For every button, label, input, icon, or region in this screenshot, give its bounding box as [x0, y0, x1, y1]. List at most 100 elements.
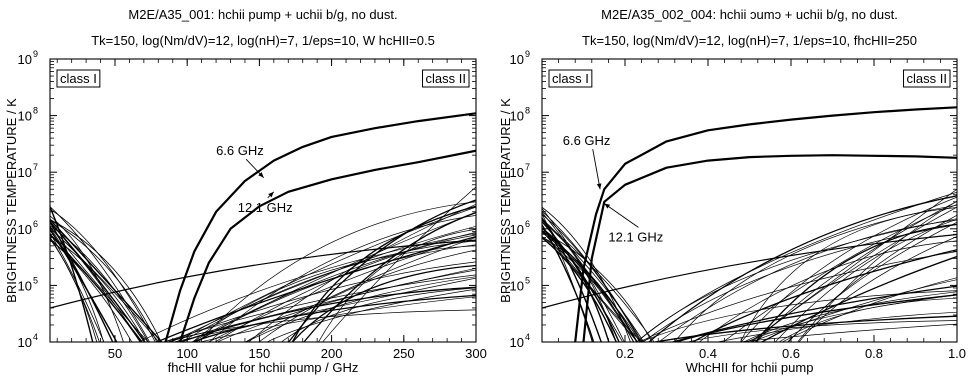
background-curve	[542, 220, 645, 342]
series-line-6-6-ghz	[164, 112, 476, 342]
background-curve	[50, 229, 118, 342]
background-curve	[50, 227, 104, 342]
background-curve	[50, 208, 156, 342]
background-curve	[245, 276, 476, 342]
class-label-right: class II	[907, 71, 947, 86]
y-tick-label: 10	[18, 278, 32, 293]
background-curve	[50, 235, 146, 342]
background-curve	[674, 294, 957, 342]
background-curve	[686, 320, 957, 342]
background-curve	[749, 188, 957, 342]
background-curve	[50, 233, 143, 342]
background-curve	[787, 214, 957, 342]
right-chart-panel: M2E/A35_002_004: hchii ɔumɔ + uchii b/g,…	[498, 7, 966, 375]
background-curve	[698, 240, 957, 342]
class-label-box	[548, 69, 593, 88]
x-tick-label: 250	[393, 346, 415, 361]
background-curve	[736, 323, 957, 342]
y-tick-exponent: 4	[525, 332, 530, 342]
background-curve	[287, 199, 476, 342]
background-curve	[754, 223, 957, 342]
background-curve	[50, 219, 158, 342]
plot-frame	[541, 58, 958, 343]
left-chart-panel: M2E/A35_001: hchii pump + uchii b/g, no …	[4, 7, 487, 375]
series-annotation-label: 12.1 GHz	[608, 229, 663, 244]
annotation-arrow	[603, 203, 639, 228]
background-curve	[322, 186, 476, 342]
y-tick-exponent: 7	[33, 162, 38, 172]
series-annotation-label: 6.6 GHz	[216, 143, 264, 158]
x-tick-label: 200	[321, 346, 343, 361]
y-tick-exponent: 4	[33, 332, 38, 342]
y-tick-exponent: 6	[33, 219, 38, 229]
y-tick-label: 10	[18, 165, 32, 180]
y-tick-exponent: 8	[33, 106, 38, 116]
series-line-12-1-ghz	[582, 154, 957, 342]
x-tick-label: 50	[108, 346, 122, 361]
chart-subtitle: Tk=150, log(Nm/dV)=12, log(nH)=7, 1/eps=…	[91, 33, 435, 48]
class-label-box	[903, 69, 951, 88]
y-tick-exponent: 9	[525, 49, 530, 59]
class-label-box	[422, 69, 470, 88]
background-curve	[50, 206, 151, 342]
background-curve	[50, 239, 141, 342]
x-axis-label: WhcHII for hchii pump	[686, 360, 814, 375]
x-tick-label: 1.0	[948, 346, 966, 361]
class-label-left: class I	[60, 71, 97, 86]
background-curve	[248, 203, 476, 342]
y-tick-label: 10	[510, 52, 524, 67]
background-curve	[178, 286, 476, 342]
background-curve	[542, 224, 595, 342]
chart-title: M2E/A35_001: hchii pump + uchii b/g, no …	[128, 7, 397, 22]
background-curve	[195, 244, 476, 342]
chart-title: M2E/A35_002_004: hchii ɔumɔ + uchii b/g,…	[601, 7, 898, 22]
annotation-arrowhead	[604, 203, 611, 209]
background-curve	[50, 238, 98, 342]
background-curve	[216, 269, 476, 342]
background-curve	[542, 219, 624, 342]
x-tick-label: 0.8	[865, 346, 883, 361]
y-tick-label: 10	[510, 335, 524, 350]
background-curve	[751, 206, 957, 342]
y-tick-label: 10	[510, 222, 524, 237]
y-axis-label: BRIGHTNESS TEMPERATURE / K	[4, 98, 19, 303]
background-curve	[167, 261, 476, 342]
background-curve	[638, 251, 957, 342]
background-curve	[636, 191, 957, 342]
background-curve	[760, 255, 957, 342]
y-axis-label: BRIGHTNESS TEMPERATURE / K	[498, 98, 513, 303]
background-curve	[190, 294, 476, 342]
class-label-box	[56, 69, 101, 88]
background-curve	[191, 231, 476, 342]
background-curve	[50, 219, 162, 342]
background-curve	[542, 236, 634, 342]
background-curve	[170, 225, 476, 342]
chart-subtitle: Tk=150, log(Nm/dV)=12, log(nH)=7, 1/eps=…	[582, 33, 917, 48]
y-tick-exponent: 8	[525, 106, 530, 116]
background-curve	[258, 249, 476, 342]
y-tick-exponent: 5	[33, 275, 38, 285]
class-label-right: class II	[426, 71, 466, 86]
background-curve	[214, 234, 476, 342]
background-curve	[542, 233, 957, 309]
background-curve	[280, 287, 476, 342]
series-line-6-6-ghz	[574, 106, 957, 342]
background-curve	[542, 218, 617, 342]
y-tick-label: 10	[18, 222, 32, 237]
x-tick-label: 300	[465, 346, 487, 361]
x-tick-label: 0.6	[782, 346, 800, 361]
y-tick-label: 10	[510, 278, 524, 293]
x-tick-label: 0.4	[699, 346, 717, 361]
background-curve	[50, 227, 160, 342]
background-curve	[778, 297, 957, 342]
annotation-arrow	[592, 149, 601, 190]
background-curve	[774, 219, 957, 342]
y-tick-exponent: 6	[525, 219, 530, 229]
background-curve	[542, 213, 593, 342]
background-curve	[50, 239, 476, 309]
background-curve	[715, 311, 957, 342]
annotation-arrowhead	[258, 172, 264, 178]
plot-frame	[49, 58, 477, 343]
y-tick-label: 10	[510, 109, 524, 124]
